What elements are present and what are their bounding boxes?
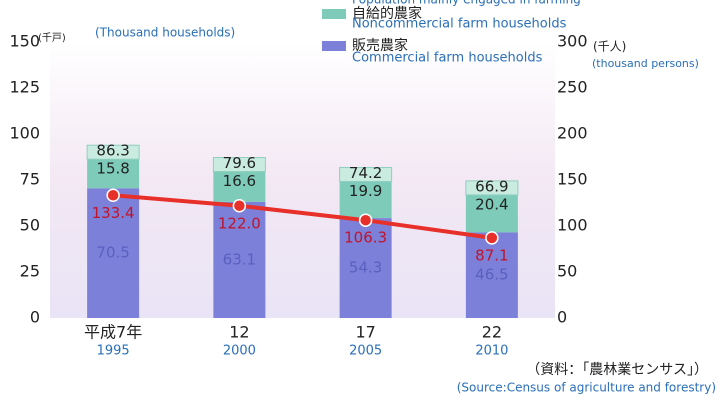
line-value-label: 87.1 [475,246,508,264]
total-label: 66.9 [475,177,508,195]
line-point [106,188,120,203]
bar-cap [339,166,393,182]
y-tick-label: 0 [30,308,40,327]
bar-commercial [213,201,266,318]
y-unit-en: (Thousand households) [95,26,235,40]
y-tick-label: 25 [20,262,40,281]
y-tick-label: 125 [9,78,40,97]
total-label: 74.2 [349,164,382,182]
y2-tick-label: 150 [557,170,588,189]
legend-label: Population mainly engaged in farming [352,0,581,7]
bar-cap [86,144,140,160]
y2-tick-label: 50 [557,262,577,281]
y2-tick-label: 250 [557,78,588,97]
line-point [358,213,373,227]
value-label: 16.6 [223,172,256,190]
x-tick-label: 22 [482,323,502,342]
y-tick-label: 150 [9,32,40,51]
x-tick-label: 17 [355,323,375,342]
y2-unit-en: (thousand persons) [592,57,699,70]
line-value-label: 133.4 [92,204,135,222]
y-tick-label: 50 [20,216,40,235]
source-en: (Source:Census of agriculture and forest… [457,381,716,395]
y2-unit: (千人) [593,40,626,54]
line-value-label: 122.0 [218,214,261,232]
y2-tick-label: 200 [557,124,588,143]
x-tick-label: 12 [229,323,249,342]
bar-noncommercial [87,159,140,189]
value-label: 70.5 [96,244,129,262]
x-tick-year: 2010 [475,344,508,359]
value-label: 54.3 [349,259,382,277]
legend-label-en: Noncommercial farm households [352,17,567,32]
x-tick-year: 1995 [97,344,130,359]
legend-label: 販売農家 [352,37,408,54]
x-tick-year: 2005 [349,344,382,359]
value-label: 15.8 [96,160,129,178]
bar-commercial [465,232,518,318]
y2-tick-label: 100 [557,216,588,235]
value-label: 63.1 [223,250,256,268]
y-tick-label: 100 [9,124,40,143]
legend-label-en: Commercial farm households [352,51,543,66]
bar-noncommercial [339,181,392,219]
line-value-label: 106.3 [344,229,387,247]
total-label: 79.6 [223,154,256,172]
line [112,193,493,240]
x-tick-year: 2000 [223,344,256,359]
total-label: 86.3 [96,142,129,160]
y2-tick-label: 300 [557,32,588,51]
bar-cap [212,157,266,173]
y-unit: (千戸) [38,32,66,44]
legend-label: 自給的農家 [352,5,422,22]
y-tick-label: 75 [20,170,40,189]
bar-noncommercial [213,171,266,202]
value-label: 19.9 [349,182,382,200]
legend-swatch [322,9,346,19]
line-point [485,231,499,245]
value-label: 46.5 [475,266,508,284]
line-point [232,199,247,213]
source: （資料：「農林業センサス」） [526,362,708,378]
legend-swatch [322,41,346,51]
bar-commercial [339,218,392,318]
y2-tick-label: 0 [557,308,567,327]
bar-commercial [87,188,140,318]
x-tick-label: 平成7年 [84,323,142,342]
bar-cap [465,180,519,196]
bar-noncommercial [465,194,518,233]
value-label: 20.4 [475,195,508,213]
